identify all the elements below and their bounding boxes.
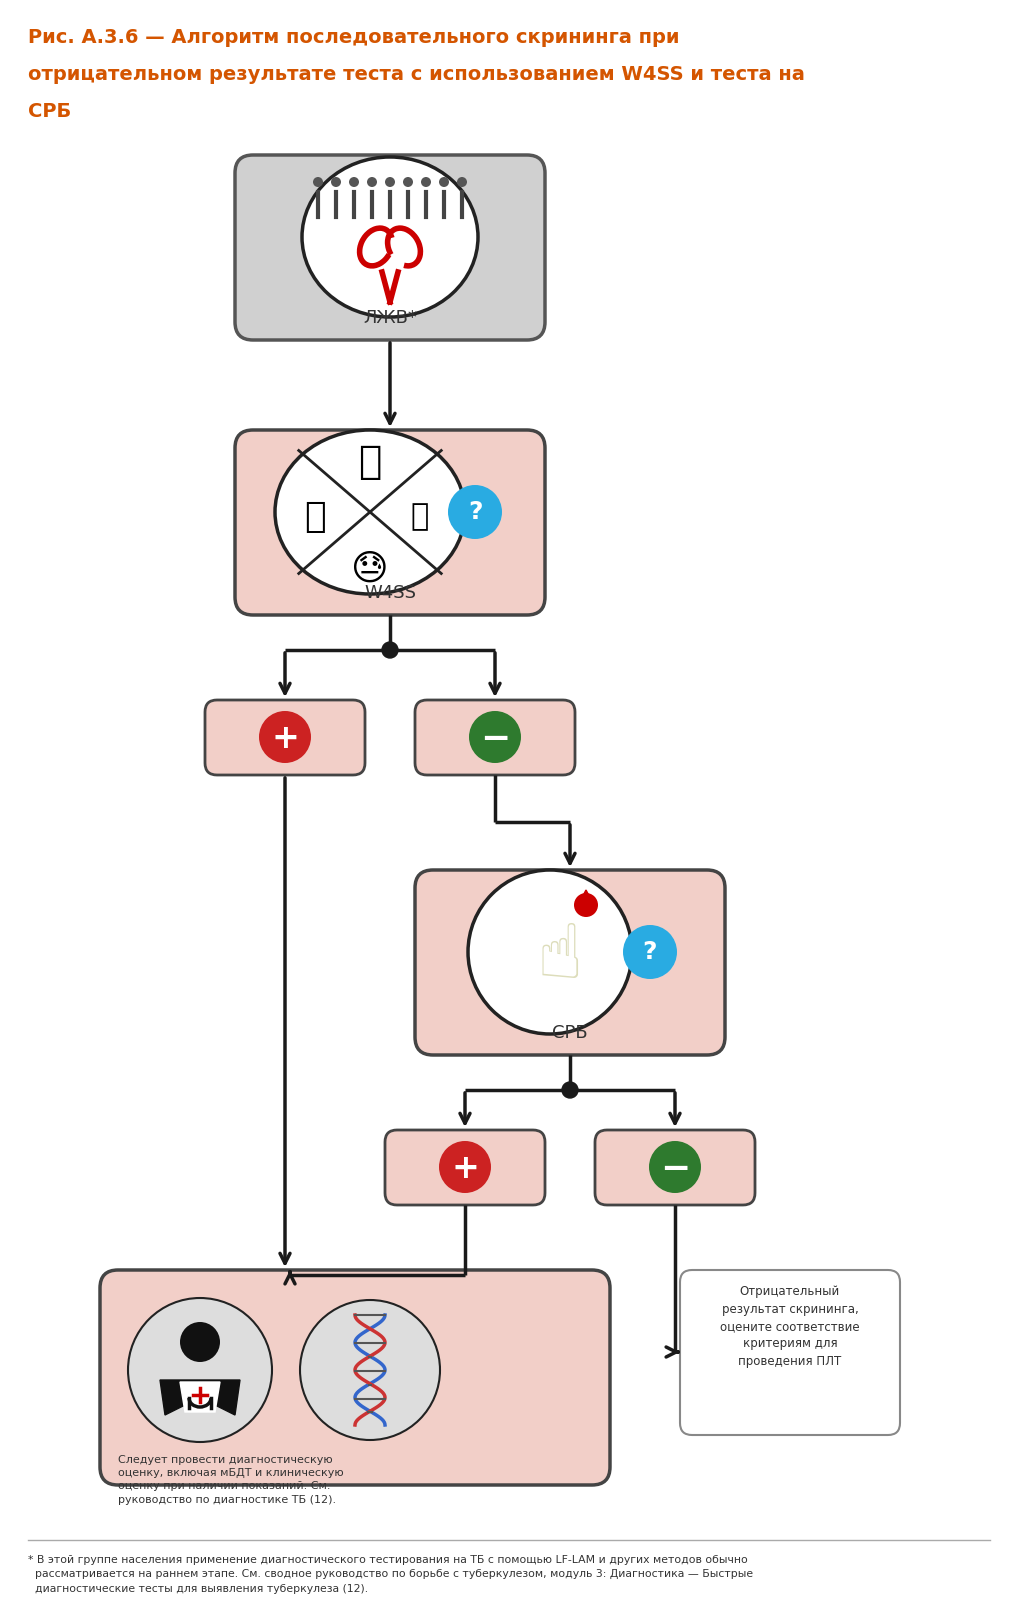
FancyBboxPatch shape <box>234 429 545 615</box>
Circle shape <box>180 1322 220 1362</box>
Text: 😓: 😓 <box>351 553 389 586</box>
FancyBboxPatch shape <box>385 1129 545 1205</box>
Circle shape <box>382 642 398 658</box>
Text: 🤧: 🤧 <box>358 444 382 481</box>
Polygon shape <box>160 1379 240 1415</box>
Text: * В этой группе населения применение диагностического тестирования на ТБ с помощ: * В этой группе населения применение диа… <box>28 1556 753 1594</box>
Circle shape <box>313 176 323 187</box>
Circle shape <box>128 1298 272 1442</box>
Circle shape <box>385 176 395 187</box>
Circle shape <box>439 176 449 187</box>
FancyBboxPatch shape <box>205 700 365 775</box>
Text: СРБ: СРБ <box>28 103 72 122</box>
Text: Следует провести диагностическую
оценку, включая мБДТ и клиническую
оценку при н: Следует провести диагностическую оценку,… <box>118 1455 344 1504</box>
Text: ?: ? <box>468 500 482 524</box>
Text: Рис. А.3.6 — Алгоритм последовательного скрининга при: Рис. А.3.6 — Алгоритм последовательного … <box>28 27 680 46</box>
Ellipse shape <box>302 157 478 317</box>
Text: +: + <box>271 721 299 755</box>
Text: 🌡: 🌡 <box>411 503 429 532</box>
FancyBboxPatch shape <box>415 870 725 1056</box>
Circle shape <box>421 176 431 187</box>
FancyBboxPatch shape <box>100 1270 610 1485</box>
FancyBboxPatch shape <box>415 700 575 775</box>
Polygon shape <box>578 891 594 905</box>
Circle shape <box>403 176 413 187</box>
Text: +: + <box>451 1152 479 1184</box>
Text: ?: ? <box>643 940 657 964</box>
FancyBboxPatch shape <box>680 1270 900 1435</box>
Circle shape <box>574 892 598 916</box>
Circle shape <box>469 711 521 763</box>
Circle shape <box>439 1141 490 1193</box>
Circle shape <box>331 176 341 187</box>
Circle shape <box>259 711 311 763</box>
Text: отрицательном результате теста с использованием W4SS и теста на: отрицательном результате теста с использ… <box>28 66 805 83</box>
Text: 🧍: 🧍 <box>304 500 326 533</box>
FancyBboxPatch shape <box>595 1129 755 1205</box>
Circle shape <box>300 1299 440 1440</box>
Circle shape <box>367 176 377 187</box>
Circle shape <box>468 870 632 1033</box>
Circle shape <box>349 176 359 187</box>
Circle shape <box>623 924 677 979</box>
Circle shape <box>649 1141 701 1193</box>
Text: СРБ: СРБ <box>552 1024 588 1041</box>
Text: W4SS: W4SS <box>364 585 416 602</box>
Circle shape <box>562 1081 578 1097</box>
Circle shape <box>457 176 467 187</box>
Text: −: − <box>659 1152 690 1185</box>
Ellipse shape <box>275 429 465 594</box>
Circle shape <box>449 485 502 538</box>
FancyBboxPatch shape <box>234 155 545 340</box>
Text: ЛЖВ*: ЛЖВ* <box>364 309 417 327</box>
Text: −: − <box>480 723 510 756</box>
Polygon shape <box>180 1383 220 1411</box>
Text: ☝: ☝ <box>537 920 584 993</box>
Text: Отрицательный
результат скрининга,
оцените соответствие
критериям для
проведения: Отрицательный результат скрининга, оцени… <box>720 1285 860 1368</box>
